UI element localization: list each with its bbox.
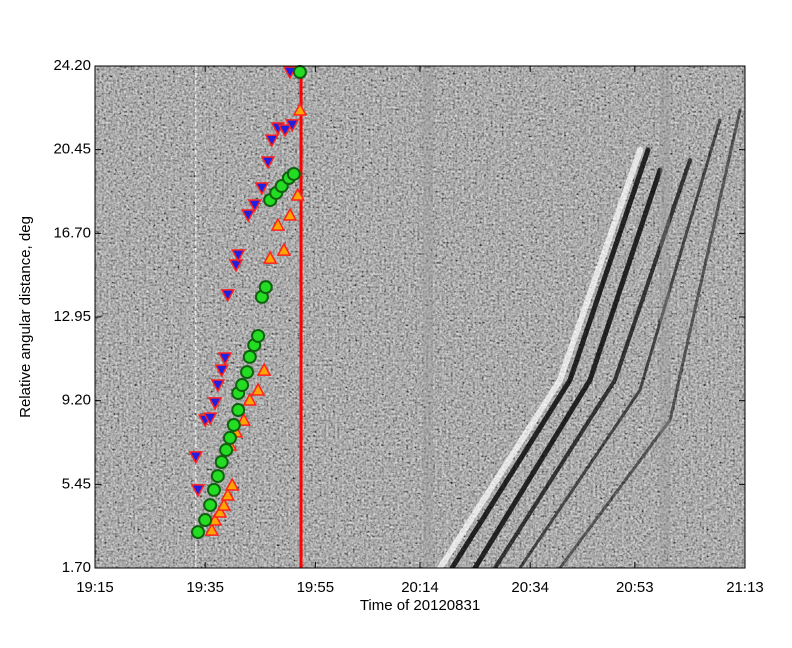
circle-marker <box>242 349 257 364</box>
triangle-marker <box>228 259 244 273</box>
circle-marker <box>219 442 234 457</box>
x-tick-label: 19:55 <box>297 579 335 596</box>
x-tick-label: 20:14 <box>401 579 439 596</box>
x-tick-label: 19:15 <box>76 579 114 596</box>
circle-marker <box>226 417 241 432</box>
triangle-marker <box>212 504 228 518</box>
x-axis-label: Time of 20120831 <box>360 597 480 614</box>
triangle-marker <box>256 362 272 376</box>
triangle-marker <box>230 249 246 263</box>
circle-marker <box>203 498 218 513</box>
triangle-marker <box>188 451 204 465</box>
triangle-marker <box>292 102 308 116</box>
triangle-marker <box>214 364 229 378</box>
y-tick-label: 20.45 <box>53 141 91 158</box>
y-tick-label: 12.95 <box>53 308 91 325</box>
x-tick-label: 19:35 <box>186 579 224 596</box>
x-tick-label: 20:53 <box>616 579 654 596</box>
x-tick-label: 21:13 <box>726 579 764 596</box>
circle-marker <box>235 378 250 393</box>
triangle-marker <box>220 487 236 501</box>
circle-marker <box>206 482 221 497</box>
triangle-marker <box>282 207 298 221</box>
triangle-marker <box>247 199 263 213</box>
circle-marker <box>191 525 206 540</box>
circle-marker <box>210 469 225 484</box>
triangle-marker <box>277 124 293 138</box>
triangle-marker <box>290 187 305 201</box>
circle-marker <box>258 280 273 295</box>
triangle-marker <box>210 379 226 393</box>
y-tick-label: 16.70 <box>53 224 91 241</box>
triangle-marker <box>262 250 278 264</box>
x-tick-label: 20:34 <box>511 579 549 596</box>
y-tick-label: 24.20 <box>53 57 91 74</box>
triangle-marker <box>264 134 280 148</box>
circle-marker <box>222 430 237 445</box>
triangle-marker <box>204 522 220 536</box>
circle-marker <box>292 65 307 80</box>
triangle-marker <box>224 477 240 491</box>
triangle-marker <box>236 412 251 426</box>
triangle-marker <box>217 352 233 366</box>
circle-marker <box>198 513 213 528</box>
triangle-marker <box>202 412 218 426</box>
triangle-marker <box>190 484 206 498</box>
triangle-marker <box>242 392 258 406</box>
circle-marker <box>240 365 255 380</box>
circle-marker <box>231 403 246 418</box>
y-tick-label: 5.45 <box>62 475 91 492</box>
y-tick-label: 9.20 <box>62 392 91 409</box>
background-image <box>95 66 745 568</box>
circle-marker <box>286 166 301 181</box>
plot-marks <box>188 65 308 568</box>
y-axis-label: Relative angular distance, deg <box>17 216 34 418</box>
triangle-marker <box>216 497 232 511</box>
triangle-marker <box>207 397 223 411</box>
triangle-marker <box>220 289 236 303</box>
triangle-marker <box>240 209 256 223</box>
triangle-marker <box>270 217 286 231</box>
triangle-marker <box>254 182 270 196</box>
y-tick-label: 1.70 <box>62 559 91 576</box>
circle-marker <box>251 328 266 343</box>
triangle-marker <box>250 382 266 396</box>
circle-marker <box>214 455 229 470</box>
triangle-marker <box>284 119 300 133</box>
triangle-marker <box>260 156 276 170</box>
triangle-marker <box>276 242 292 256</box>
